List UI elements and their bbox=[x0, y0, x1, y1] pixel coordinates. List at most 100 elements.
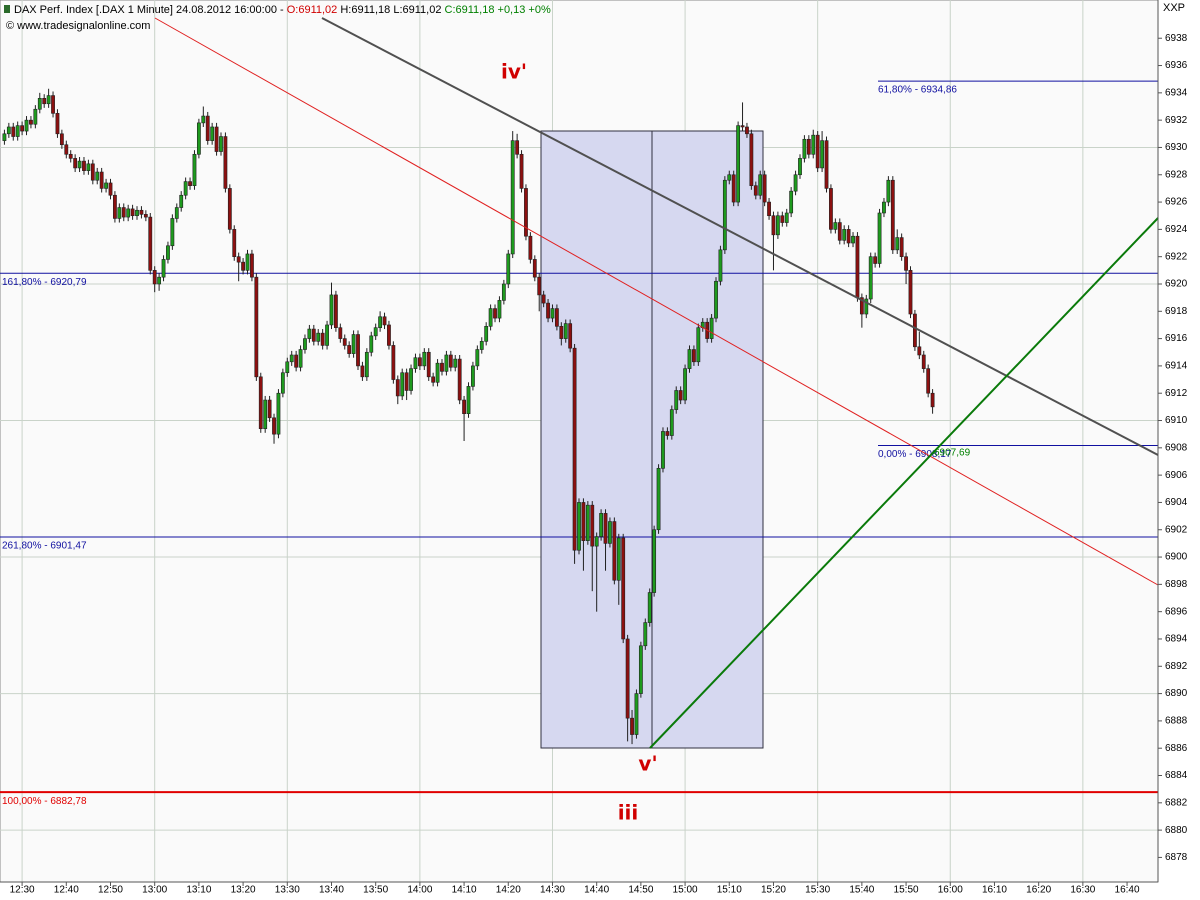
candle-body bbox=[621, 537, 626, 640]
candle-body bbox=[563, 323, 568, 339]
chart-header: DAX Perf. Index [.DAX 1 Minute] 24.08.20… bbox=[14, 4, 551, 16]
candle-body bbox=[855, 235, 860, 298]
candle-body bbox=[267, 399, 272, 419]
wave-label: iv' bbox=[501, 60, 527, 84]
candle-body bbox=[227, 188, 232, 230]
candle-body bbox=[908, 270, 913, 315]
candle-body bbox=[435, 362, 440, 383]
candle-body bbox=[475, 349, 480, 367]
candle-body bbox=[196, 122, 201, 155]
candle-body bbox=[183, 181, 188, 196]
fib-levels: 161,80% - 6920,79 261,80% - 6901,47 100,00… bbox=[0, 80, 1158, 807]
candle-body bbox=[409, 368, 413, 391]
x-tick-label: 16:20 bbox=[1026, 885, 1051, 896]
candle-body bbox=[104, 182, 108, 189]
y-tick-label: 6908 bbox=[1165, 442, 1188, 453]
green-trendline bbox=[649, 217, 1159, 749]
candle-body bbox=[46, 95, 51, 105]
candle-body bbox=[846, 229, 851, 244]
candle-body bbox=[775, 215, 780, 236]
y-tick-label: 6914 bbox=[1165, 361, 1188, 372]
candle-body bbox=[174, 207, 179, 219]
candle-body bbox=[351, 334, 356, 354]
candle-body bbox=[868, 256, 873, 300]
candle-body bbox=[391, 345, 396, 380]
candle-body bbox=[42, 98, 47, 105]
candle-body bbox=[736, 125, 741, 203]
candle-body bbox=[515, 140, 520, 155]
candle-body bbox=[678, 390, 683, 401]
candle-body bbox=[342, 338, 347, 346]
candle-body bbox=[86, 163, 91, 171]
candle-body bbox=[577, 502, 581, 551]
candle-body bbox=[121, 207, 126, 218]
candle-body bbox=[320, 332, 325, 346]
candle-body bbox=[882, 201, 886, 214]
candle-body bbox=[338, 327, 343, 339]
candle-body bbox=[148, 216, 153, 271]
x-tick-label: 14:20 bbox=[496, 885, 521, 896]
candle-body bbox=[727, 174, 732, 181]
y-tick-label: 6918 bbox=[1165, 306, 1188, 317]
candle-body bbox=[289, 354, 294, 363]
gray-trendline bbox=[321, 17, 1159, 456]
candle-body bbox=[749, 133, 754, 186]
header-part: O:6911,02 bbox=[287, 4, 338, 16]
candle-body bbox=[859, 297, 864, 315]
candle-body bbox=[285, 361, 290, 374]
candle-body bbox=[718, 249, 723, 282]
candle-body bbox=[457, 358, 462, 401]
candle-body bbox=[143, 214, 148, 218]
candle-body bbox=[625, 638, 630, 719]
y-tick-label: 6890 bbox=[1165, 688, 1188, 699]
candle-body bbox=[559, 326, 564, 339]
candle-body bbox=[448, 354, 453, 368]
candle-body bbox=[2, 133, 7, 141]
candle-body bbox=[139, 209, 144, 215]
x-tick-label: 14:40 bbox=[584, 885, 609, 896]
x-tick-label: 13:20 bbox=[231, 885, 256, 896]
candle-body bbox=[665, 431, 670, 436]
candle-body bbox=[484, 326, 489, 342]
candle-body bbox=[15, 125, 20, 137]
candle-body bbox=[603, 513, 608, 544]
candle-body bbox=[426, 351, 431, 378]
candle-body bbox=[37, 98, 42, 110]
candle-body bbox=[758, 174, 763, 196]
candle-body bbox=[811, 134, 816, 155]
wave-label: iii bbox=[618, 801, 639, 825]
x-tick-label: 12:50 bbox=[98, 885, 123, 896]
candle-body bbox=[895, 237, 900, 251]
candle-body bbox=[687, 349, 692, 369]
candle-body bbox=[347, 345, 352, 354]
y-tick-label: 6902 bbox=[1165, 524, 1188, 535]
candle-body bbox=[11, 126, 16, 137]
candle-body bbox=[157, 276, 162, 285]
y-tick-label: 6938 bbox=[1165, 33, 1188, 44]
candle-body bbox=[413, 357, 418, 369]
candle-body bbox=[24, 119, 29, 132]
y-tick-label: 6936 bbox=[1165, 60, 1188, 71]
candle-body bbox=[219, 136, 223, 152]
candle-body bbox=[329, 294, 334, 326]
candle-body bbox=[223, 136, 228, 189]
x-tick-label: 14:50 bbox=[628, 885, 653, 896]
y-tick-label: 6882 bbox=[1165, 797, 1188, 808]
candle-body bbox=[263, 399, 268, 430]
candle-body bbox=[824, 140, 829, 189]
trendline-value: 6907,69 bbox=[934, 448, 971, 459]
candle-body bbox=[833, 222, 838, 230]
y-tick-label: 6928 bbox=[1165, 169, 1188, 180]
x-tick-label: 15:40 bbox=[849, 885, 874, 896]
y-tick-label: 6926 bbox=[1165, 197, 1188, 208]
x-tick-label: 15:50 bbox=[894, 885, 919, 896]
level-label: 100,00% - 6882,78 bbox=[2, 796, 87, 807]
candle-body bbox=[130, 208, 135, 217]
header-part: C:6911,18 +0,13 +0% bbox=[445, 4, 551, 16]
candle-body bbox=[780, 215, 785, 223]
candle-body bbox=[590, 504, 595, 547]
candle-body bbox=[303, 338, 307, 350]
y-tick-label: 6892 bbox=[1165, 661, 1188, 672]
red-trendline bbox=[154, 17, 1159, 586]
